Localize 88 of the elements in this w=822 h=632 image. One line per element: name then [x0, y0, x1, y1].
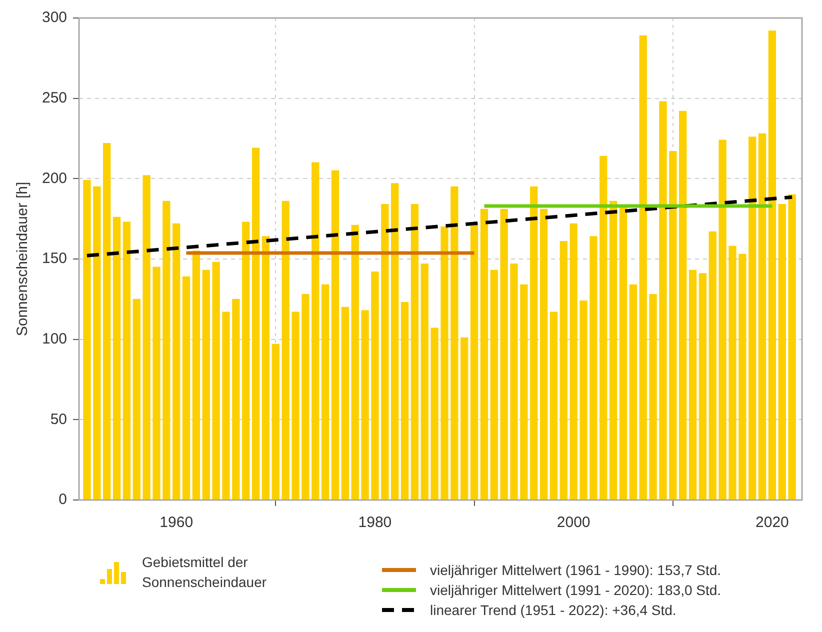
- bar: [132, 298, 140, 500]
- bar: [629, 284, 638, 500]
- bar: [550, 312, 558, 500]
- bar: [292, 312, 300, 500]
- legend-label: Gebietsmittel der Sonnenscheindauer: [142, 553, 268, 592]
- y-axis-title: Sonnenscheindauer [h]: [14, 182, 32, 336]
- y-tick-label: 300: [42, 9, 68, 26]
- bar: [242, 222, 250, 500]
- bar: [570, 223, 578, 500]
- bar: [480, 208, 488, 500]
- bar: [590, 236, 598, 500]
- bar: [93, 186, 101, 500]
- bar: [450, 186, 458, 500]
- bar: [202, 270, 210, 500]
- bar: [222, 312, 230, 500]
- y-tick-label: 50: [50, 410, 68, 428]
- bar: [520, 284, 528, 500]
- bar: [778, 204, 786, 500]
- bar: [182, 276, 190, 500]
- bar: [738, 254, 746, 500]
- bar: [718, 140, 726, 500]
- bar: [162, 200, 170, 500]
- bar: [688, 270, 697, 500]
- bar: [748, 136, 756, 500]
- bar: [212, 262, 220, 500]
- bar: [500, 208, 508, 500]
- bar: [192, 250, 200, 500]
- bar: [609, 200, 618, 500]
- bar: [649, 294, 657, 500]
- bar: [639, 35, 647, 500]
- bar: [312, 162, 320, 500]
- bar: [560, 240, 568, 500]
- bar: [400, 302, 409, 500]
- bar: [728, 246, 736, 500]
- bar: [669, 151, 677, 500]
- bar: [83, 180, 91, 500]
- x-tick-label: 1960: [160, 514, 194, 532]
- bar: [122, 222, 131, 500]
- bar: [391, 183, 399, 500]
- x-tick-label: 2020: [756, 514, 789, 532]
- bar: [361, 310, 369, 500]
- bar: [381, 204, 389, 500]
- bar: [679, 110, 687, 500]
- y-tick-label: 250: [42, 89, 68, 106]
- y-tick-label: 0: [58, 491, 68, 508]
- bar: [788, 194, 796, 500]
- bar: [172, 223, 180, 500]
- bar: [490, 270, 498, 500]
- bar: [232, 298, 240, 500]
- bar: [410, 204, 419, 500]
- bar: [420, 263, 428, 500]
- legend-label: vieljähriger Mittelwert (1961 - 1990): 153,7 Std.: [430, 562, 722, 578]
- bar: [430, 328, 438, 500]
- bar: [152, 266, 160, 500]
- bar: [272, 344, 280, 500]
- bar: [331, 170, 340, 500]
- bar: [262, 236, 270, 500]
- bar: [619, 207, 628, 500]
- bar: [351, 224, 359, 500]
- bar: [321, 284, 330, 500]
- bar: [530, 186, 538, 500]
- x-tick-label: 2000: [556, 514, 590, 532]
- y-tick-label: 100: [42, 330, 68, 348]
- bar: [600, 156, 608, 500]
- x-tick-label: 1980: [358, 514, 392, 532]
- bar: [341, 306, 350, 500]
- bar: [510, 263, 518, 500]
- bar: [460, 337, 468, 500]
- bar: [470, 224, 478, 500]
- bar: [282, 200, 290, 500]
- bar: [112, 216, 121, 500]
- legend-label: linearer Trend (1951 - 2022): +36,4 Std.: [430, 602, 676, 618]
- bar: [103, 142, 111, 500]
- bar: [708, 231, 716, 500]
- bar: [580, 300, 588, 500]
- bar: [768, 30, 776, 500]
- bar: [758, 133, 766, 500]
- bar: [371, 272, 379, 500]
- bar: [659, 101, 667, 500]
- bar: [540, 208, 548, 500]
- bar: [440, 226, 448, 500]
- bar: [142, 175, 150, 500]
- y-tick-label: 200: [42, 170, 68, 187]
- bar: [698, 273, 707, 500]
- y-tick-label: 150: [42, 250, 68, 268]
- bar: [252, 148, 260, 500]
- bar: [302, 294, 310, 500]
- legend-label: vieljähriger Mittelwert (1991 - 2020): 183,0 Std.: [430, 582, 722, 598]
